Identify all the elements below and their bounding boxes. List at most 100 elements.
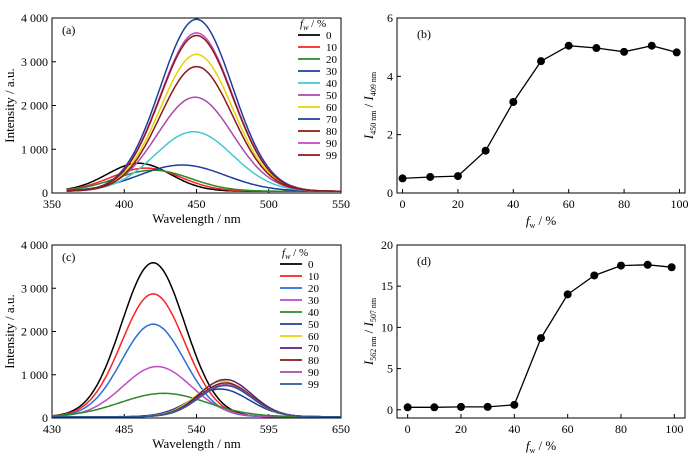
panel-a-legend-title: fw / % xyxy=(300,18,326,32)
panel-a-ylabel: Intensity / a.u. xyxy=(2,68,17,142)
panel-c-ytick-label: 2 000 xyxy=(21,325,48,339)
panel-d-ytick-label: 0 xyxy=(387,403,393,417)
panel-d-point xyxy=(590,271,599,280)
panel-b-xtick-label: 0 xyxy=(400,197,406,211)
panel-c-legend-title: fw / % xyxy=(282,247,308,261)
panel-c-ytick-label: 3 000 xyxy=(21,281,48,295)
panel-c-ytick-label: 4 000 xyxy=(21,238,48,252)
panel-c-spectra: 430 485 540 595 650 0 1 000 2 000 3 000 4 000 Wave… xyxy=(2,238,350,451)
panel-b-point xyxy=(672,48,681,57)
panel-b-point xyxy=(564,41,573,50)
panel-a-series-99 xyxy=(66,34,341,192)
panel-c-legend-label: 40 xyxy=(308,307,320,319)
panel-b-xtick-label: 60 xyxy=(563,197,575,211)
panel-c-legend-label: 0 xyxy=(308,259,314,271)
panel-a-legend-label: 30 xyxy=(326,66,338,78)
panel-a-series-80 xyxy=(66,65,341,192)
panel-d-xtick-label: 60 xyxy=(562,422,574,436)
panel-b-ytick-label: 0 xyxy=(387,186,393,200)
panel-c-xlabel: Wavelength / nm xyxy=(152,436,241,451)
panel-d-point xyxy=(537,334,545,343)
panel-a-ytick-label: 1 000 xyxy=(21,142,48,156)
panel-a-ytick-label: 2 000 xyxy=(21,99,48,113)
panel-a-series-50 xyxy=(66,96,341,192)
panel-b-ylabel: I450 nm / I409 nm xyxy=(361,71,378,140)
panel-b-point xyxy=(398,174,407,183)
panel-d-point xyxy=(617,261,625,270)
panel-a-series-70 xyxy=(66,18,341,192)
panel-a-legend-label: 70 xyxy=(326,114,338,126)
panel-d-xtick-label: 80 xyxy=(615,422,627,436)
panel-b-xtick-label: 20 xyxy=(452,197,464,211)
panel-d-ytick-label: 15 xyxy=(381,279,393,293)
panel-a-legend-label: 90 xyxy=(326,138,338,150)
panel-d-point xyxy=(667,263,676,272)
panel-c-legend-label: 50 xyxy=(308,319,320,331)
panel-b-point xyxy=(509,98,518,106)
panel-b-point xyxy=(620,47,629,56)
panel-b-line xyxy=(402,45,677,180)
panel-d-xtick-label: 100 xyxy=(665,422,683,436)
panel-d-ytick-label: 20 xyxy=(381,238,393,252)
panel-d-xlabel: fw / % xyxy=(526,438,557,455)
panel-c-legend-label: 30 xyxy=(308,295,320,307)
panel-c-panel-label: (c) xyxy=(62,250,75,264)
panel-c-legend-label: 90 xyxy=(308,367,320,379)
panel-b-ytick-label: 2 xyxy=(387,128,393,142)
panel-b-point xyxy=(592,44,601,53)
panel-a-legend-label: 20 xyxy=(326,54,338,66)
panel-d-frame xyxy=(396,244,686,419)
panel-c-ytick-label: 1 000 xyxy=(21,368,48,382)
panel-d-ytick-label: 5 xyxy=(387,362,393,376)
panel-b-ytick-label: 6 xyxy=(387,11,393,25)
panel-a-xtick-label: 400 xyxy=(115,197,133,211)
panel-c-ytick-label: 0 xyxy=(42,411,48,425)
panel-b-point xyxy=(453,172,462,181)
panel-c-xtick-label: 430 xyxy=(43,422,61,436)
panel-c-xtick-label: 540 xyxy=(188,422,206,436)
panel-a-ytick-label: 0 xyxy=(42,186,48,200)
panel-c-legend-label: 10 xyxy=(308,271,320,283)
panel-c-series-30 xyxy=(51,365,341,418)
panel-a-legend-label: 0 xyxy=(326,30,332,42)
panel-c-xtick-label: 595 xyxy=(260,422,278,436)
panel-d-ylabel: I562 nm / I507 nm xyxy=(361,297,378,366)
panel-c-ylabel: Intensity / a.u. xyxy=(2,294,17,368)
panel-b-panel-label: (b) xyxy=(417,27,431,41)
panel-d-xtick-label: 40 xyxy=(508,422,520,436)
panel-a-xlabel: Wavelength / nm xyxy=(152,211,241,226)
panel-b-frame xyxy=(396,17,686,194)
panel-a-legend-label: 80 xyxy=(326,126,338,138)
panel-d-point xyxy=(430,403,439,412)
panel-a-series-60 xyxy=(66,53,341,192)
panel-a-xtick-label: 550 xyxy=(332,197,350,211)
panel-b-point xyxy=(537,57,545,66)
panel-b-xtick-label: 100 xyxy=(670,197,688,211)
panel-d-point xyxy=(483,402,492,411)
panel-b-xtick-label: 80 xyxy=(618,197,630,211)
panel-c-legend-label: 99 xyxy=(308,379,320,391)
panel-d-xtick-label: 20 xyxy=(455,422,467,436)
panel-c-series-90 xyxy=(52,383,341,418)
panel-d-point xyxy=(510,400,519,409)
panel-a-xtick-label: 500 xyxy=(260,197,278,211)
panel-a-panel-label: (a) xyxy=(62,23,75,37)
panel-d-xtick-label: 0 xyxy=(405,422,411,436)
panel-a-ytick-label: 4 000 xyxy=(21,11,48,25)
panel-a-legend-label: 99 xyxy=(326,150,338,162)
panel-c-xtick-label: 650 xyxy=(332,422,350,436)
panel-a-legend-label: 10 xyxy=(326,42,338,54)
panel-d-ratio-plot: 0 20 40 60 80 100 0 5 10 15 20 fw / % I562 nm / I507… xyxy=(361,238,686,455)
panel-a-legend-label: 50 xyxy=(326,90,338,102)
panel-c-legend-label: 20 xyxy=(308,283,320,295)
panel-c-series-99 xyxy=(52,384,341,418)
panel-a-xtick-label: 450 xyxy=(188,197,206,211)
panel-c-legend-label: 60 xyxy=(308,331,320,343)
panel-c-legend-label: 80 xyxy=(308,355,320,367)
panel-b-xlabel: fw / % xyxy=(526,213,557,230)
panel-d-point xyxy=(457,402,465,411)
panel-d-ytick-label: 10 xyxy=(381,320,393,334)
panel-a-ytick-label: 3 000 xyxy=(21,55,48,69)
